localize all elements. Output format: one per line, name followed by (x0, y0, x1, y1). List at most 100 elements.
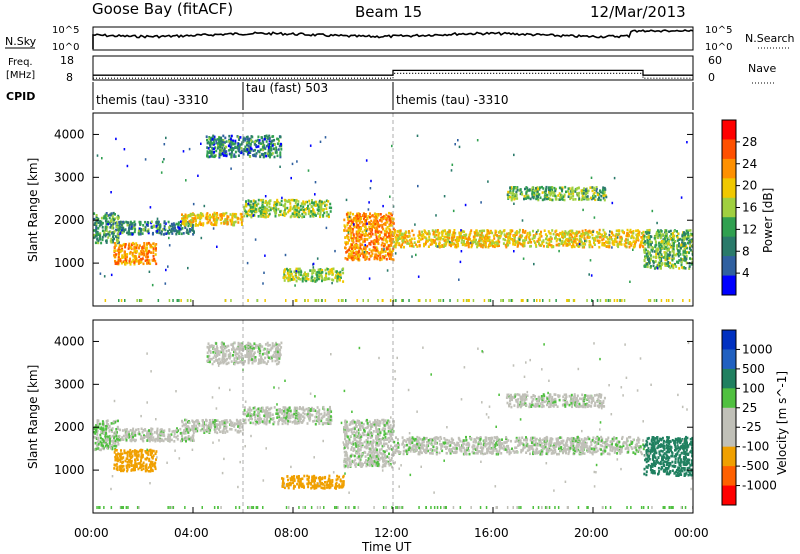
scatter-cell (438, 237, 441, 241)
scatter-cell (555, 198, 558, 201)
scatter-cell (181, 436, 184, 440)
scatter-cell (128, 223, 131, 227)
scatter-cell (603, 198, 606, 202)
scatter-cell (185, 439, 187, 443)
scatter-cell (120, 223, 123, 227)
scatter-cell (172, 222, 175, 225)
scatter-cell (649, 299, 652, 302)
scatter-cell (475, 229, 478, 232)
scatter-cell (173, 440, 176, 443)
scatter-cell (659, 236, 662, 240)
scatter-cell (254, 209, 257, 213)
scatter-cell (453, 229, 456, 232)
scatter-cell (104, 439, 107, 442)
scatter-cell (194, 220, 197, 223)
scatter-cell (219, 153, 222, 157)
scatter-cell (173, 432, 176, 436)
scatter-cell (519, 242, 522, 246)
scatter-cell (103, 215, 106, 218)
scatter-cell (308, 209, 311, 213)
scatter-cell (168, 226, 171, 229)
scatter-cell (134, 458, 137, 461)
scatter-cell (322, 201, 325, 205)
scatter-cell (451, 236, 454, 240)
scatter-cell (117, 419, 119, 423)
scatter-cell (245, 211, 248, 215)
scatter-cell (229, 146, 232, 149)
scatter-cell (596, 239, 599, 242)
scatter-cell (356, 212, 359, 216)
scatter-cell (671, 254, 674, 258)
scatter-cell (326, 277, 329, 281)
scatter-cell (500, 232, 503, 236)
scatter-cell (476, 234, 479, 237)
scatter-cell (222, 139, 225, 142)
scatter-cell (381, 216, 384, 219)
scatter-cell (508, 299, 510, 302)
scatter-cell (211, 223, 214, 226)
scatter-cell (580, 189, 583, 193)
scatter-cell (289, 274, 292, 277)
scatter-cell (584, 194, 587, 198)
scatter-cell (107, 426, 110, 430)
scatter-cell (319, 268, 322, 271)
scatter-cell (331, 271, 334, 274)
colorbar-tick-label: 4 (742, 266, 750, 280)
scatter-cell (478, 233, 481, 237)
scatter-cell (627, 242, 630, 245)
scatter-cell (624, 244, 627, 248)
scatter-cell (604, 194, 607, 197)
scatter-cell (160, 230, 163, 233)
scatter-cell (254, 143, 257, 147)
scatter-cell (376, 222, 378, 225)
scatter-cell (526, 231, 529, 235)
scatter-cell (316, 276, 319, 279)
scatter-cell (437, 245, 440, 248)
scatter-cell (593, 191, 596, 195)
scatter-cell (353, 245, 356, 248)
scatter-cell (307, 274, 309, 277)
scatter-cell (103, 230, 106, 233)
scatter-cell (246, 148, 249, 151)
scatter-cell (578, 234, 581, 238)
scatter-cell (118, 434, 121, 438)
scatter-cell (261, 200, 264, 204)
scatter-cell (434, 239, 436, 242)
scatter-cell (225, 140, 228, 143)
scatter-cell (576, 192, 579, 195)
scatter-cell (130, 260, 133, 264)
scatter-cell (140, 451, 143, 455)
scatter-cell (312, 211, 315, 214)
scatter-cell (107, 232, 110, 236)
scatter-cell (400, 233, 403, 237)
scatter-cell (550, 192, 552, 196)
scatter-cell (526, 189, 529, 192)
scatter-cell (588, 229, 591, 233)
scatter-cell (388, 215, 391, 219)
scatter-cell (667, 253, 670, 256)
scatter-cell (229, 148, 232, 151)
scatter-cell (289, 279, 292, 282)
scatter-cell (505, 245, 508, 249)
scatter-cell (363, 215, 366, 219)
scatter-cell (630, 242, 633, 245)
scatter-cell (596, 191, 599, 195)
scatter-cell (682, 251, 685, 254)
scatter-cell (606, 237, 609, 241)
scatter-cell (403, 236, 406, 239)
scatter-cell (294, 206, 297, 209)
scatter-cell (108, 445, 111, 449)
power-ylabel: Slant Range [km] (26, 158, 40, 262)
scatter-cell (294, 214, 297, 218)
scatter-cell (362, 233, 365, 236)
scatter-cell (682, 253, 685, 256)
scatter-cell (380, 243, 383, 247)
scatter-cell (428, 235, 431, 239)
scatter-cell (159, 231, 162, 235)
scatter-cell (113, 432, 116, 435)
scatter-cell (678, 267, 681, 270)
scatter-cell (643, 265, 646, 268)
scatter-cell (538, 188, 541, 191)
scatter-cell (352, 237, 355, 240)
scatter-cell (564, 230, 567, 233)
